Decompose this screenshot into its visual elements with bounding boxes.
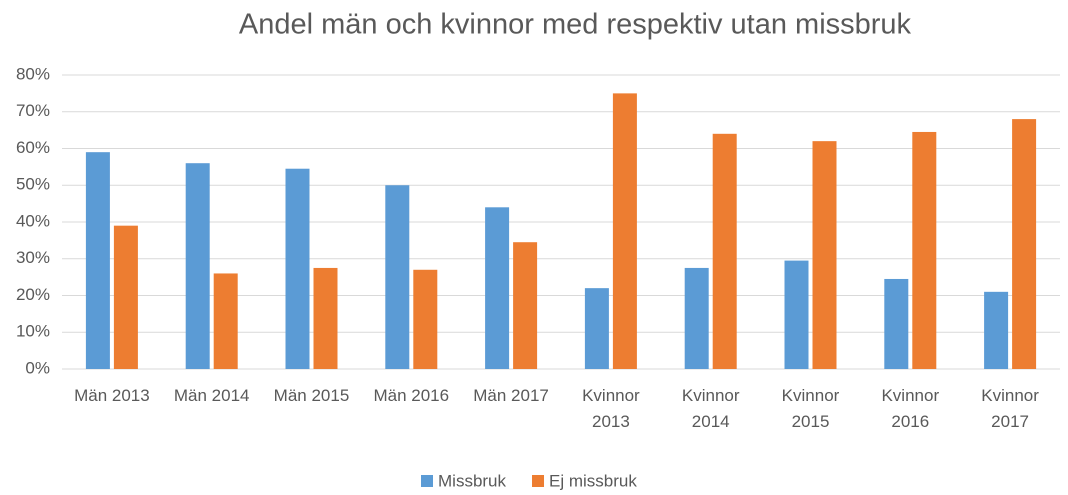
bar [513, 242, 538, 369]
bar [285, 168, 310, 369]
y-tick-label: 0% [25, 358, 50, 377]
bar [413, 269, 438, 369]
bar [185, 163, 210, 369]
bar [113, 225, 138, 369]
x-tick-label: Kvinnor 2017 [981, 386, 1039, 431]
bar [912, 131, 937, 369]
y-tick-label: 40% [16, 211, 50, 230]
bar [85, 152, 110, 369]
bar [884, 278, 909, 369]
bar [784, 260, 809, 369]
bar [812, 141, 837, 369]
y-tick-label: 20% [16, 285, 50, 304]
bar [984, 291, 1009, 369]
bar [485, 207, 510, 369]
bar [584, 288, 609, 369]
bar [712, 133, 737, 369]
bar [313, 267, 338, 369]
x-tick-label: Män 2017 [473, 386, 549, 405]
x-tick-label: Män 2013 [74, 386, 150, 405]
x-tick-label: Män 2014 [173, 386, 250, 405]
bar [1012, 119, 1037, 369]
x-tick-label: Kvinnor 2015 [781, 386, 840, 431]
x-tick-label: Kvinnor 2016 [881, 386, 940, 431]
y-tick-label: 50% [16, 175, 50, 194]
y-tick-label: 60% [16, 138, 50, 157]
x-tick-label: Män 2015 [273, 386, 350, 405]
bar [612, 93, 637, 369]
bar [213, 273, 238, 369]
bar [684, 267, 709, 369]
y-tick-label: 10% [16, 322, 50, 341]
y-tick-label: 70% [16, 101, 50, 120]
legend-swatch [421, 475, 433, 487]
legend-label: Ej missbruk [549, 471, 637, 490]
legend-swatch [532, 475, 545, 487]
x-tick-label: Kvinnor 2013 [582, 386, 640, 431]
chart-title: Andel män och kvinnor med respektiv utan… [239, 9, 912, 41]
y-tick-label: 30% [16, 248, 50, 267]
legend-label: Missbruk [438, 471, 507, 490]
x-tick-label: Kvinnor 2014 [681, 386, 740, 431]
bar [385, 185, 410, 369]
x-tick-label: Män 2016 [373, 386, 450, 405]
y-tick-label: 80% [16, 64, 50, 83]
